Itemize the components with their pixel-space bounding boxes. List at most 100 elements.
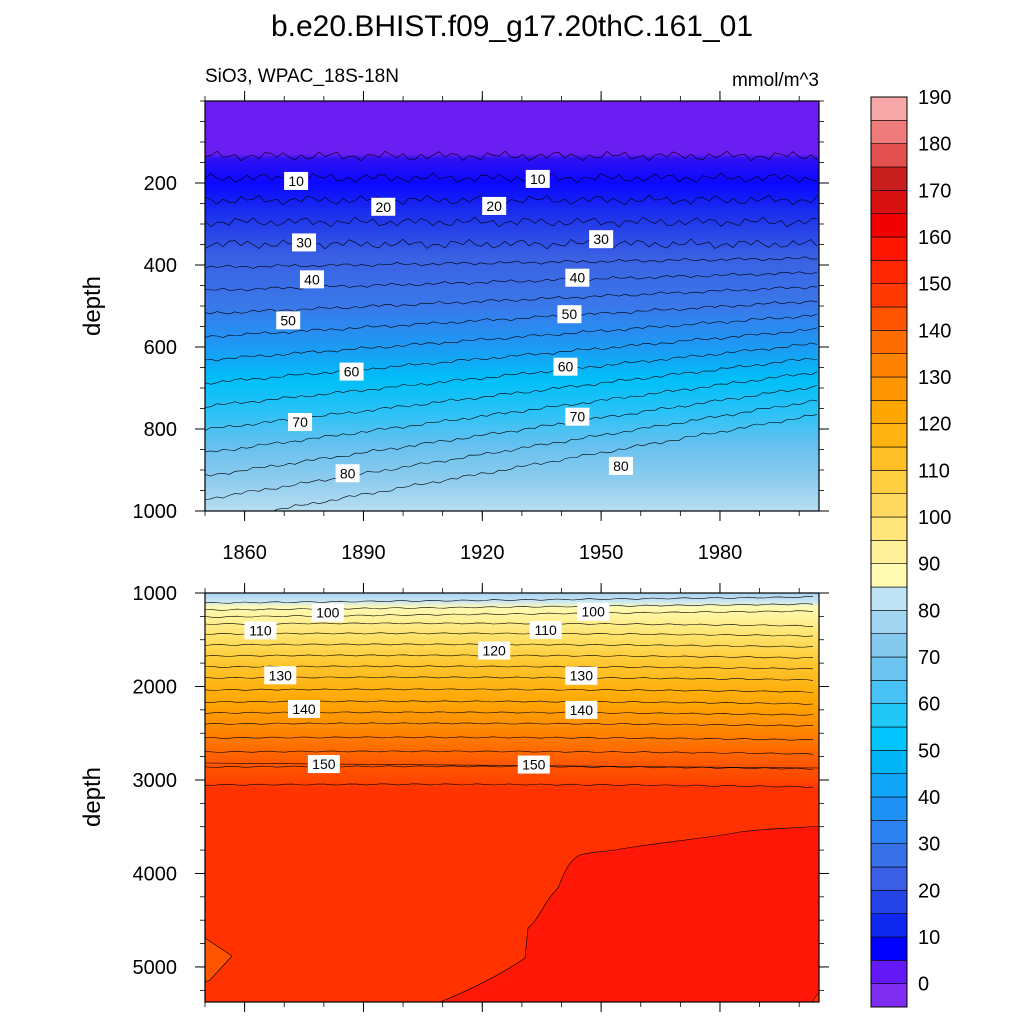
colorbar-swatch (870, 260, 908, 284)
colorbar-label: 100 (918, 507, 951, 529)
colorbar-label: 190 (918, 87, 951, 109)
x-tick-label: 1980 (698, 542, 743, 564)
contour-line (205, 596, 814, 604)
contour-label: 130 (264, 666, 297, 685)
colorbar-swatch (870, 96, 908, 121)
lower-left-blob (205, 937, 233, 983)
x-tick-label: 1950 (579, 542, 624, 564)
colorbar-swatch (870, 306, 908, 331)
colorbar-swatch (870, 680, 908, 704)
y-tick-label: 200 (144, 173, 177, 195)
colorbar-label: 50 (918, 740, 940, 762)
colorbar-swatch (870, 563, 908, 588)
colorbar-swatch (870, 213, 908, 238)
svg-text:100: 100 (582, 604, 606, 620)
colorbar-label: 110 (918, 460, 950, 482)
contour-line (205, 736, 814, 741)
colorbar-swatch (870, 703, 908, 728)
colorbar-swatch (870, 913, 908, 938)
upper-contour-lines (205, 150, 818, 511)
colorbar-swatch (870, 773, 908, 798)
colorbar-label: 120 (918, 414, 951, 436)
colorbar-label: 20 (918, 880, 940, 902)
contour-label: 10 (525, 169, 550, 188)
colorbar-label: 10 (918, 927, 940, 949)
contour-label: 30 (589, 230, 614, 249)
colorbar-swatch (870, 983, 908, 1008)
svg-text:10: 10 (288, 173, 304, 189)
svg-text:70: 70 (570, 409, 586, 425)
contour-line (205, 610, 814, 618)
contour-label: 140 (288, 699, 321, 718)
colorbar: 0 10 20 30 40 50 60 70 80 90 100 110 120 130 140 150 160… (870, 87, 951, 1008)
contour-label: 50 (557, 305, 582, 324)
contour-label: 100 (311, 603, 344, 622)
colorbar-swatch (870, 586, 908, 611)
y-tick-label: 600 (144, 337, 177, 359)
upper-y-axis-label: depth (79, 276, 106, 336)
contour-line (205, 385, 818, 477)
colorbar-swatch (870, 236, 908, 261)
svg-text:140: 140 (570, 702, 594, 718)
svg-text:60: 60 (344, 364, 360, 380)
svg-text:140: 140 (292, 701, 316, 717)
colorbar-swatch (870, 633, 908, 658)
contour-line (205, 327, 818, 385)
svg-text:50: 50 (562, 306, 578, 322)
colorbar-swatch (870, 610, 908, 634)
svg-text:10: 10 (530, 171, 546, 187)
svg-text:120: 120 (482, 642, 506, 658)
colorbar-label: 90 (918, 554, 940, 576)
lower-axis-ticks: 1000 2000 3000 4000 5000 (133, 583, 829, 1012)
y-tick-label: 800 (144, 419, 177, 441)
lower-contour-labels: 100 100 110 110 120 130 130 140 140 150 150 (244, 602, 610, 774)
contour-line (205, 399, 818, 501)
colorbar-label: 130 (918, 367, 951, 389)
svg-text:30: 30 (593, 231, 609, 247)
contour-label: 20 (371, 197, 396, 216)
contour-line (205, 665, 814, 670)
colorbar-swatch (870, 516, 908, 541)
colorbar-swatch (870, 470, 908, 494)
contour-label: 60 (553, 357, 578, 376)
colorbar-swatch (870, 283, 908, 308)
colorbar-label: 150 (918, 274, 951, 296)
svg-text:130: 130 (570, 668, 594, 684)
contour-label: 110 (244, 621, 277, 640)
y-tick-label: 3000 (133, 770, 178, 792)
colorbar-swatch (870, 190, 908, 214)
contour-label: 150 (517, 755, 550, 774)
contour-line (205, 765, 814, 770)
colorbar-swatch (870, 493, 908, 518)
contour-label: 30 (292, 233, 317, 252)
y-tick-label: 5000 (133, 957, 178, 979)
colorbar-swatch (870, 656, 908, 681)
upper-field (205, 101, 819, 511)
contour-label: 140 (565, 700, 598, 719)
contour-label: 40 (565, 268, 590, 287)
contour-label: 110 (529, 620, 562, 639)
svg-text:110: 110 (535, 622, 558, 638)
svg-text:150: 150 (522, 757, 546, 773)
svg-text:70: 70 (292, 414, 308, 430)
contour-label: 50 (276, 311, 301, 330)
contour-line (205, 150, 818, 162)
contour-label: 80 (608, 456, 633, 475)
upper-axis-ticks: 1860 1890 1920 1950 1980 200 400 600 800 1000 (133, 91, 829, 564)
contour-label: 120 (478, 641, 511, 660)
lower-panel: 100 100 110 110 120 130 130 140 140 150 150 1000 20… (79, 583, 829, 1012)
contour-line (205, 313, 818, 362)
contour-label: 100 (577, 602, 610, 621)
svg-text:80: 80 (613, 458, 629, 474)
colorbar-swatch (870, 866, 908, 891)
lower-deep-region (439, 825, 819, 1002)
svg-text:40: 40 (304, 271, 320, 287)
upper-panel: 10 10 20 20 30 30 40 40 50 50 60 60 70 70 80 80 1860 189… (79, 91, 829, 564)
svg-text:30: 30 (296, 234, 312, 250)
contour-label: 10 (284, 171, 309, 190)
contour-label: 150 (307, 755, 340, 774)
contour-label: 60 (339, 362, 364, 381)
contour-label: 80 (335, 464, 360, 483)
svg-text:40: 40 (570, 270, 586, 286)
svg-text:150: 150 (312, 756, 336, 772)
